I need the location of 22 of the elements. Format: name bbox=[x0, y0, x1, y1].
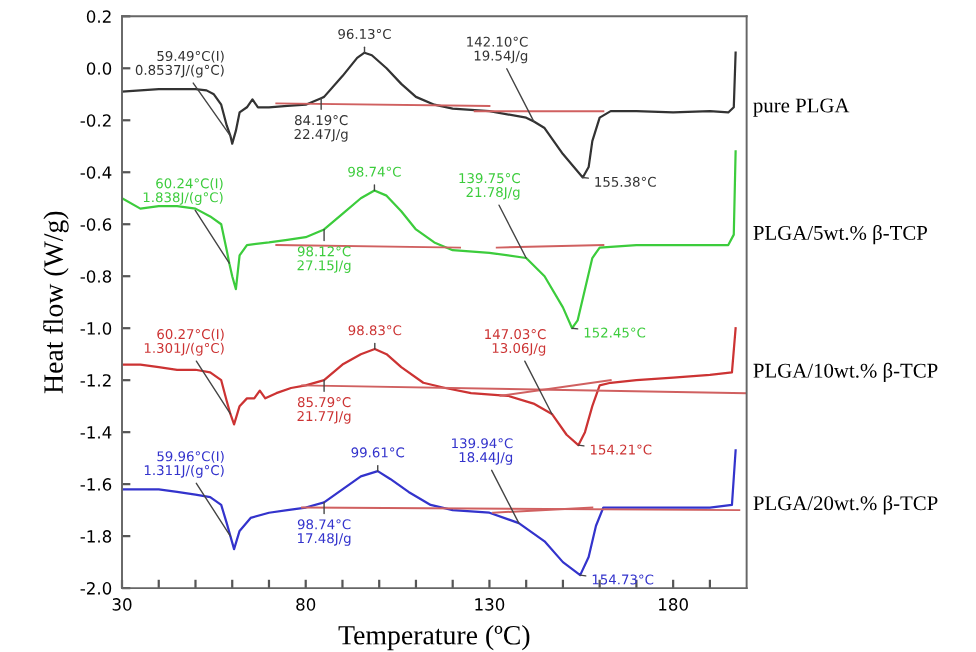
x-tick-label: 30 bbox=[112, 598, 132, 611]
y-tick-label: 0.2 bbox=[86, 10, 111, 23]
y-tick-label: -1.6 bbox=[80, 478, 112, 491]
y-tick-label: -2.0 bbox=[80, 582, 112, 595]
series-label: PLGA/20wt.% β-TCP bbox=[753, 495, 938, 515]
series-label: PLGA/5wt.% β-TCP bbox=[753, 225, 928, 245]
series-label: pure PLGA bbox=[753, 98, 850, 117]
y-tick-label: -1.8 bbox=[80, 530, 112, 543]
x-axis-title: Temperature (ºC) bbox=[338, 625, 530, 651]
series-label: PLGA/10wt.% β-TCP bbox=[753, 362, 938, 382]
y-tick-label: -1.2 bbox=[80, 374, 111, 387]
y-tick-label: -0.6 bbox=[80, 218, 112, 231]
y-tick-label: -0.2 bbox=[80, 114, 111, 127]
x-tick-label: 80 bbox=[296, 598, 316, 611]
y-tick-label: -1.4 bbox=[80, 426, 112, 439]
y-tick-label: -1.0 bbox=[80, 322, 112, 335]
y-axis-title: Heat flow (W/g) bbox=[43, 211, 69, 394]
x-tick-label: 130 bbox=[475, 598, 505, 611]
y-tick-label: -0.4 bbox=[80, 166, 112, 179]
y-tick-label: -0.8 bbox=[80, 270, 112, 283]
x-tick-label: 180 bbox=[659, 598, 688, 611]
y-tick-label: 0.0 bbox=[86, 62, 112, 75]
